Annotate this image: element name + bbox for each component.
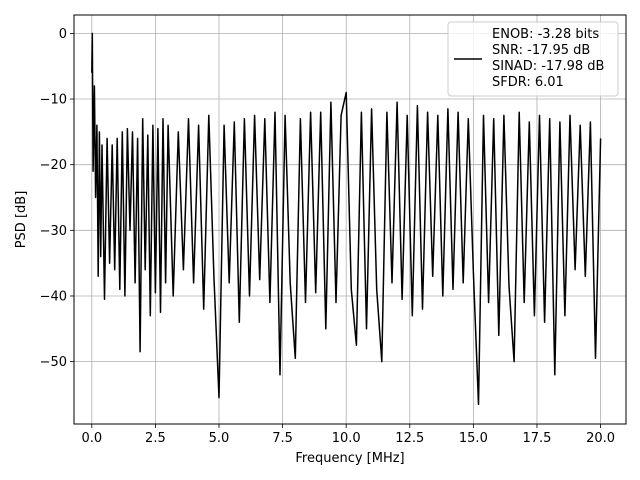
legend-entry-enob: ENOB: -3.28 bits (492, 27, 599, 42)
y-tick-label: −20 (40, 158, 67, 173)
legend-entry-sfdr: SFDR: 6.01 (492, 75, 564, 90)
x-tick-label: 12.5 (395, 431, 424, 446)
y-axis-label: PSD [dB] (14, 191, 29, 249)
axis-ticks: 0.0 2.5 5.0 7.5 10.0 12.5 15.0 17.5 20.0 0 −10 −20 −… (40, 27, 615, 446)
psd-series-line (91, 32, 602, 406)
legend-entry-sinad: SINAD: -17.98 dB (492, 59, 604, 74)
x-tick-label: 0.0 (81, 431, 102, 446)
x-tick-label: 2.5 (145, 431, 166, 446)
legend: ENOB: -3.28 bits SNR: -17.95 dB SINAD: -… (447, 21, 619, 97)
y-tick-label: 0 (59, 27, 67, 42)
y-tick-label: −50 (40, 355, 67, 370)
x-tick-label: 20.0 (586, 431, 615, 446)
x-tick-label: 15.0 (459, 431, 488, 446)
plot-area (91, 32, 602, 406)
y-tick-label: −10 (40, 93, 67, 108)
y-tick-label: −40 (40, 289, 67, 304)
legend-box (447, 21, 619, 97)
legend-entry-snr: SNR: -17.95 dB (492, 43, 590, 58)
axes-frame (73, 14, 627, 425)
x-tick-label: 17.5 (522, 431, 551, 446)
x-tick-label: 7.5 (272, 431, 293, 446)
y-tick-label: −30 (40, 224, 67, 239)
x-tick-label: 5.0 (209, 431, 230, 446)
x-axis-label: Frequency [MHz] (295, 451, 404, 466)
x-tick-label: 10.0 (332, 431, 361, 446)
